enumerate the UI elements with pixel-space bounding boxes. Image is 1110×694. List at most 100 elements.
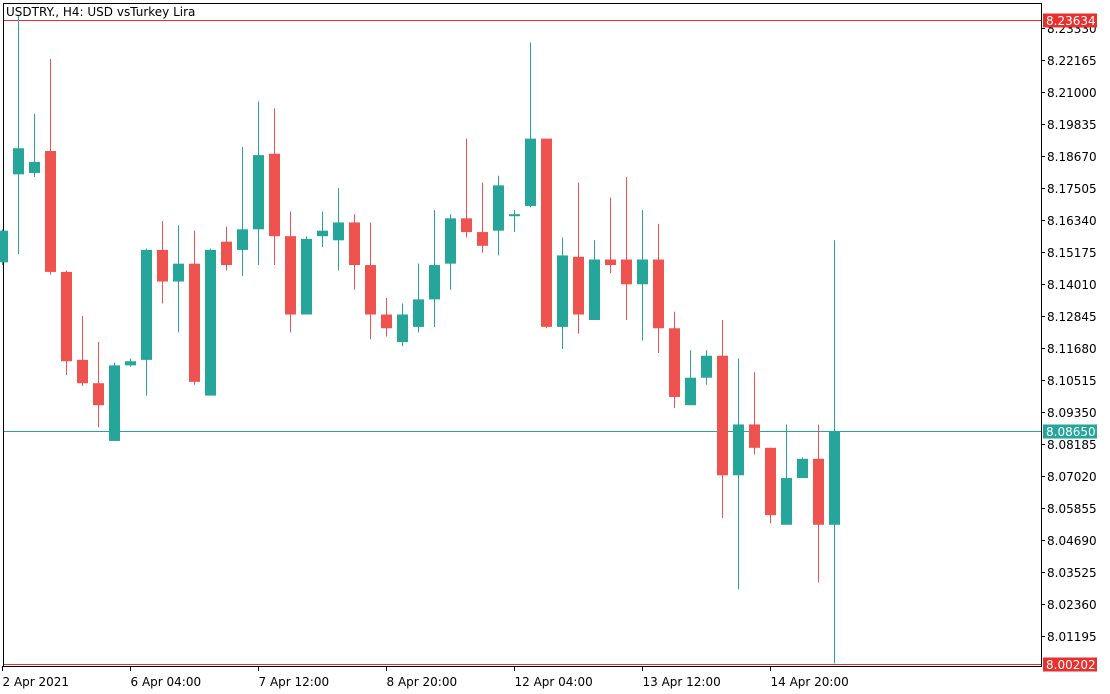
candle <box>493 175 504 256</box>
time-axis: 2 Apr 2021 6 Apr 04:00 7 Apr 12:00 8 Apr 20… <box>2 666 849 689</box>
candle-body <box>525 138 536 206</box>
price-tick-label: 8.10515 <box>1047 374 1097 388</box>
candle-body <box>0 230 8 263</box>
candle <box>589 240 600 321</box>
candle-body <box>541 138 552 327</box>
candle <box>349 214 360 290</box>
price-tag-1: 8.08650 <box>1043 424 1097 439</box>
candle-body <box>349 222 360 266</box>
time-tick-label: 2 Apr 2021 <box>3 675 70 689</box>
candle-body <box>573 256 584 315</box>
candle <box>637 210 648 341</box>
horizontal-lines <box>4 20 1041 665</box>
candle <box>93 341 104 428</box>
candle <box>669 311 680 408</box>
price-tag-label: 8.08650 <box>1046 425 1096 439</box>
time-tick-label: 8 Apr 20:00 <box>387 675 458 689</box>
candle-body <box>93 383 104 406</box>
candle <box>525 42 536 208</box>
candle <box>653 223 664 353</box>
price-tick-label: 8.14010 <box>1047 278 1097 292</box>
candle-body <box>333 222 344 241</box>
price-axis: 8.233308.221658.210008.198358.186708.175… <box>1041 22 1097 644</box>
candle-body <box>637 259 648 285</box>
chart-title: USDTRY., H4: USD vsTurkey Lira <box>6 5 195 19</box>
candle-body <box>397 314 408 342</box>
price-tick-label: 8.08185 <box>1047 438 1097 452</box>
candle <box>45 58 56 275</box>
candle <box>205 248 216 396</box>
candle-body <box>509 214 520 217</box>
candle <box>125 358 136 367</box>
candle <box>173 225 184 333</box>
candle <box>77 315 88 386</box>
candle <box>381 298 392 337</box>
price-tick-label: 8.04690 <box>1047 534 1097 548</box>
price-tag-bg <box>1043 13 1097 28</box>
candle <box>0 229 8 266</box>
candle-body <box>413 299 424 327</box>
candle <box>829 240 840 664</box>
time-tick-label: 14 Apr 20:00 <box>771 675 849 689</box>
price-tick-label: 8.03525 <box>1047 566 1097 580</box>
candle-body <box>189 263 200 382</box>
candle-body <box>765 447 776 516</box>
candle <box>365 222 376 340</box>
candle <box>141 248 152 396</box>
price-tick-label: 8.09350 <box>1047 406 1097 420</box>
candle <box>765 447 776 524</box>
candle-body <box>749 424 760 448</box>
candle-body <box>205 249 216 396</box>
candle-body <box>653 259 664 329</box>
candle-body <box>45 150 56 272</box>
candle-body <box>381 314 392 329</box>
candle-body <box>781 478 792 525</box>
candle-body <box>813 458 824 525</box>
candle <box>189 230 200 385</box>
price-tick-label: 8.21000 <box>1047 86 1097 100</box>
price-tick-label: 8.07020 <box>1047 470 1097 484</box>
candle <box>429 210 440 327</box>
candle-body <box>109 365 120 441</box>
candle <box>253 101 264 266</box>
candle-body <box>301 238 312 315</box>
candle-body <box>125 361 136 366</box>
candle-body <box>61 271 72 362</box>
price-tick-label: 8.02360 <box>1047 598 1097 612</box>
price-tag-label: 8.00202 <box>1046 658 1096 672</box>
price-tick-label: 8.16340 <box>1047 214 1097 228</box>
time-tick-label: 7 Apr 12:00 <box>259 675 330 689</box>
plot-area <box>3 3 1042 667</box>
candle <box>733 358 744 590</box>
candle <box>269 108 280 266</box>
candle <box>109 362 120 441</box>
candle-body <box>141 249 152 360</box>
candle <box>333 188 344 271</box>
candle-body <box>29 161 40 173</box>
candle <box>573 182 584 334</box>
price-tick-label: 8.11680 <box>1047 342 1097 356</box>
candle-body <box>701 355 712 378</box>
candle-body <box>829 431 840 525</box>
candle <box>557 237 568 349</box>
candle-body <box>461 218 472 233</box>
candle <box>301 236 312 315</box>
candle <box>477 182 488 253</box>
candles-group <box>0 14 840 664</box>
price-tags: 8.23634 8.08650 8.00202 <box>1043 13 1097 672</box>
price-tag-bg <box>1043 657 1097 672</box>
candle <box>61 270 72 375</box>
price-tick-label: 8.19835 <box>1047 118 1097 132</box>
price-tick-label: 8.22165 <box>1047 54 1097 68</box>
candle-body <box>77 359 88 384</box>
candle-body <box>445 218 456 264</box>
price-tick-label: 8.01195 <box>1047 630 1097 644</box>
candle <box>29 113 40 178</box>
candle <box>749 372 760 455</box>
candle <box>621 177 632 321</box>
candle-body <box>733 424 744 476</box>
candle <box>701 350 712 385</box>
price-tick-label: 8.05855 <box>1047 502 1097 516</box>
candle <box>461 138 472 238</box>
